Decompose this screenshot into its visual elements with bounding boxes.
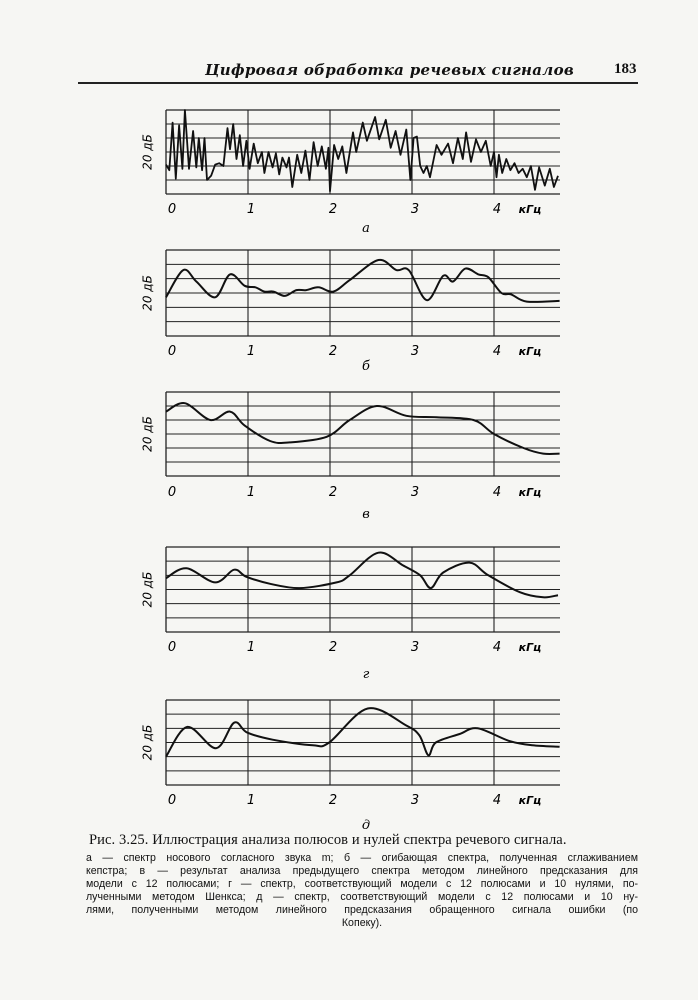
spectrum-curve <box>165 402 560 455</box>
x-tick-label: 2 <box>329 344 337 359</box>
spectrum-curve <box>165 109 559 193</box>
spectrum-curve <box>165 258 560 303</box>
chart-panel-4: 0 1 2 3 4 кГц д 20 дБ <box>141 699 560 833</box>
figure-caption-title: Рис. 3.25. Иллюстрация анализа полюсов и… <box>89 832 567 848</box>
x-tick-label: 4 <box>493 202 501 217</box>
x-unit-label: кГц <box>519 641 542 654</box>
panel-letter: д <box>362 818 370 833</box>
x-tick-label: 3 <box>411 344 419 359</box>
x-tick-label: 1 <box>247 485 255 500</box>
caption-line: кепстра; в — результат анализа предыдуще… <box>86 865 638 877</box>
caption-line: Копеку). <box>341 917 383 929</box>
spectrum-curve <box>165 707 560 758</box>
x-tick-label: 2 <box>329 793 337 808</box>
x-unit-label: кГц <box>519 486 542 499</box>
figure-caption-body: а — спектр носового согласного звука m; … <box>86 852 638 930</box>
x-tick-label: 0 <box>168 485 176 500</box>
running-title: Цифровая обработка речевых сигналов <box>205 61 575 79</box>
x-tick-label: 1 <box>247 640 255 655</box>
x-tick-label: 0 <box>168 344 176 359</box>
x-tick-label: 2 <box>329 485 337 500</box>
x-tick-label: 2 <box>329 640 337 655</box>
chart-panel-3: 0 1 2 3 4 кГц г 20 дБ <box>141 546 560 682</box>
y-axis-label: 20 дБ <box>141 134 155 170</box>
panel-letter: г <box>363 667 370 682</box>
spectrum-curve <box>165 551 559 599</box>
caption-line: а — спектр носового согласного звука m; … <box>86 852 638 864</box>
y-axis-label: 20 дБ <box>141 572 155 608</box>
page-number: 183 <box>614 61 637 77</box>
x-tick-label: 0 <box>168 640 176 655</box>
x-tick-label: 3 <box>411 202 419 217</box>
x-unit-label: кГц <box>519 345 542 358</box>
x-tick-label: 2 <box>329 202 337 217</box>
caption-line: лями, полученными методом линейного пред… <box>86 904 638 916</box>
chart-panel-1: 0 1 2 3 4 кГц б 20 дБ <box>141 249 560 374</box>
x-tick-label: 3 <box>411 485 419 500</box>
x-tick-label: 1 <box>247 793 255 808</box>
chart-panel-2: 0 1 2 3 4 кГц в 20 дБ <box>141 391 560 522</box>
x-unit-label: кГц <box>519 203 542 216</box>
chart-panel-0: 0 1 2 3 4 кГц а 20 дБ <box>141 109 560 236</box>
panel-letter: в <box>362 507 370 522</box>
y-axis-label: 20 дБ <box>141 416 155 452</box>
x-tick-label: 0 <box>168 793 176 808</box>
panel-letter: б <box>362 359 370 374</box>
y-axis-label: 20 дБ <box>141 725 155 761</box>
x-tick-label: 0 <box>168 202 176 217</box>
x-tick-label: 3 <box>411 793 419 808</box>
x-tick-label: 4 <box>493 344 501 359</box>
y-axis-label: 20 дБ <box>141 275 155 311</box>
x-tick-label: 1 <box>247 202 255 217</box>
header-rule <box>78 82 638 84</box>
x-unit-label: кГц <box>519 794 542 807</box>
caption-line: лученными методом Шенкса; д — спектр, со… <box>86 891 638 903</box>
caption-line: модели с 12 полюсами; г — спектр, соотве… <box>86 878 638 890</box>
x-tick-label: 4 <box>493 793 501 808</box>
x-tick-label: 4 <box>493 640 501 655</box>
panel-letter: а <box>362 221 370 236</box>
x-tick-label: 3 <box>411 640 419 655</box>
x-tick-label: 4 <box>493 485 501 500</box>
x-tick-label: 1 <box>247 344 255 359</box>
